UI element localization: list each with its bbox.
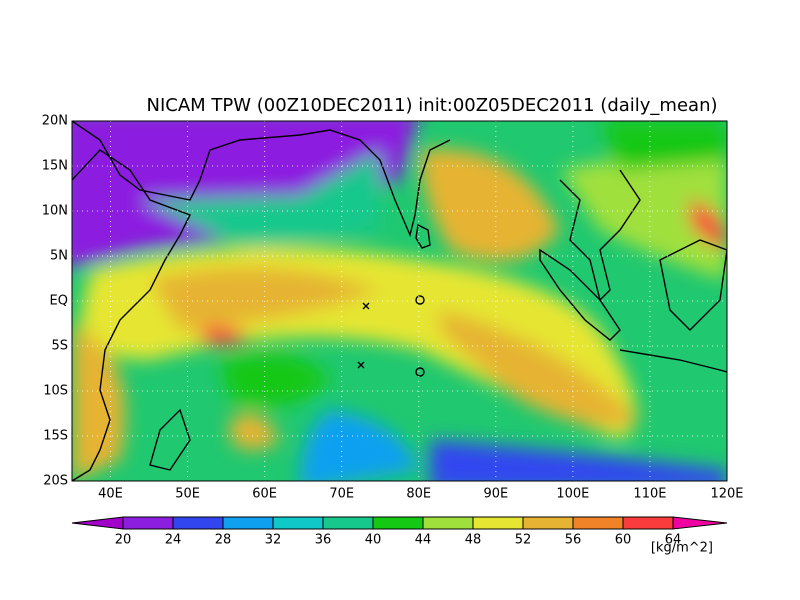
colorbar-label: 40 [365,533,382,548]
colorbar-label: 24 [165,533,182,548]
colorbar-label: 64 [665,533,682,548]
lat-label: 15S [43,429,68,444]
colorbar-label: 52 [515,533,532,548]
colorbar-box [622,516,674,530]
lon-label: 40E [98,487,123,502]
lon-label: 120E [710,487,743,502]
colorbar-box [272,516,324,530]
colorbar-label: 28 [215,533,232,548]
colorbar-label: 44 [415,533,432,548]
lat-label: EQ [50,294,68,309]
lon-label: 50E [175,487,200,502]
lon-label: 90E [483,487,508,502]
colorbar-arrow-low [71,516,124,530]
lon-label: 60E [252,487,277,502]
tpw-field [72,121,727,481]
lat-label: 5S [51,339,68,354]
colorbar-arrow-high [672,516,728,530]
colorbar-box [322,516,374,530]
colorbar-box [422,516,474,530]
colorbar-box [372,516,424,530]
lat-label: 15N [42,159,68,174]
colorbar-label: 60 [615,533,632,548]
colorbar-label: 56 [565,533,582,548]
colorbar-box [522,516,574,530]
colorbar-box [122,516,174,530]
colorbar-box [472,516,524,530]
lat-label: 20S [43,474,68,489]
lon-label: 70E [329,487,354,502]
lon-label: 100E [556,487,589,502]
colorbar-box [572,516,624,530]
colorbar-label: 32 [265,533,282,548]
colorbar-label: 48 [465,533,482,548]
lat-label: 20N [42,114,68,129]
lat-label: 10N [42,204,68,219]
lon-label: 80E [406,487,431,502]
colorbar-label: 20 [115,533,132,548]
lat-label: 5N [50,249,68,264]
colorbar-unit: [kg/m^2] [651,541,713,556]
colorbar-label: 36 [315,533,332,548]
lon-label: 110E [633,487,666,502]
colorbar-box [222,516,274,530]
plot-frame [71,120,728,482]
colorbar-box [172,516,224,530]
title: NICAM TPW (00Z10DEC2011) init:00Z05DEC20… [147,95,718,116]
lat-label: 10S [43,384,68,399]
